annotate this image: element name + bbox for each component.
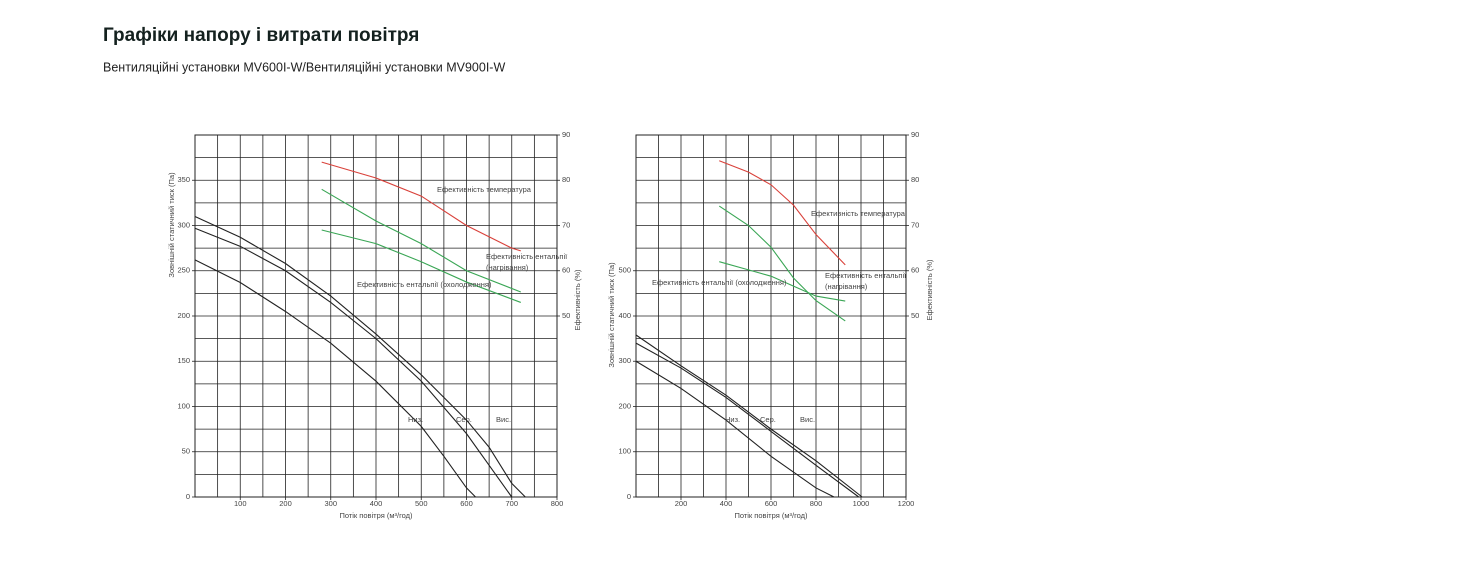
y2-tick-label: 70 <box>562 220 570 229</box>
x-tick-label: 800 <box>810 499 823 508</box>
series-line <box>635 360 835 498</box>
series-label: Ефективність температура <box>437 185 532 194</box>
page-subtitle: Вентиляційні установки MV600I-W/Вентиляц… <box>103 60 505 74</box>
y2-tick-label: 90 <box>911 130 919 139</box>
series-label: Ефективність ентальпії (нагрівання) <box>486 252 568 272</box>
y2-axis-label: Ефективність (%) <box>925 259 934 320</box>
series-line <box>719 261 846 302</box>
x-tick-label: 200 <box>279 499 292 508</box>
series-line <box>194 259 476 498</box>
y-tick-label: 200 <box>177 311 190 320</box>
y-tick-label: 350 <box>177 175 190 184</box>
y-tick-label: 250 <box>177 266 190 275</box>
series-label: Низ. <box>725 415 740 424</box>
x-tick-label: 600 <box>765 499 778 508</box>
y-tick-label: 50 <box>182 447 190 456</box>
x-tick-label: 400 <box>370 499 383 508</box>
x-tick-label: 1200 <box>898 499 915 508</box>
y2-tick-label: 60 <box>562 266 570 275</box>
y-tick-label: 100 <box>618 447 631 456</box>
series-line <box>194 215 526 498</box>
x-tick-label: 300 <box>324 499 337 508</box>
series-label: Ефективність ентальпії (нагрівання) <box>825 271 907 291</box>
series-label: Вис. <box>800 415 815 424</box>
y-tick-label: 0 <box>186 492 190 501</box>
y2-tick-label: 50 <box>911 311 919 320</box>
series-line <box>321 229 521 303</box>
series-line <box>719 160 846 266</box>
series-label: Сер. <box>456 415 472 424</box>
series-label: Низ. <box>408 415 423 424</box>
y-tick-label: 300 <box>177 220 190 229</box>
y2-tick-label: 80 <box>562 175 570 184</box>
y-tick-label: 300 <box>618 356 631 365</box>
y2-axis-label: Ефективність (%) <box>573 269 582 330</box>
y-tick-label: 100 <box>177 401 190 410</box>
x-tick-label: 100 <box>234 499 247 508</box>
y-tick-label: 400 <box>618 311 631 320</box>
y2-tick-label: 80 <box>911 175 919 184</box>
y-tick-label: 200 <box>618 401 631 410</box>
series-label: Ефективність ентальпії (охолодження) <box>357 280 492 289</box>
series-label: Вис. <box>496 415 511 424</box>
series-line <box>635 342 860 498</box>
x-tick-label: 700 <box>505 499 518 508</box>
page-title: Графіки напору і витрати повітря <box>103 25 419 46</box>
series-line <box>718 205 846 322</box>
x-axis-label: Потік повітря (м³/год) <box>734 511 808 520</box>
series-line <box>321 161 521 252</box>
x-tick-label: 500 <box>415 499 428 508</box>
y-axis-label: Зовнішній статичний тиск (Па) <box>607 262 616 368</box>
series-line <box>635 334 863 498</box>
series-label: Ефективність температура <box>811 209 906 218</box>
y2-tick-label: 50 <box>562 311 570 320</box>
series-label: Сер. <box>760 415 776 424</box>
y-tick-label: 0 <box>627 492 631 501</box>
x-tick-label: 600 <box>460 499 473 508</box>
y-axis-label: Зовнішній статичний тиск (Па) <box>167 172 176 278</box>
x-axis-label: Потік повітря (м³/год) <box>339 511 413 520</box>
series-line <box>321 188 522 293</box>
series-line <box>194 227 513 498</box>
x-tick-label: 1000 <box>853 499 870 508</box>
series-label: Ефективність ентальпії (охолодження) <box>652 278 787 287</box>
y-tick-label: 500 <box>618 266 631 275</box>
y2-tick-label: 60 <box>911 266 919 275</box>
y2-tick-label: 70 <box>911 220 919 229</box>
y2-tick-label: 90 <box>562 130 570 139</box>
x-tick-label: 200 <box>675 499 688 508</box>
x-tick-label: 400 <box>720 499 733 508</box>
x-tick-label: 800 <box>551 499 564 508</box>
y-tick-label: 150 <box>177 356 190 365</box>
